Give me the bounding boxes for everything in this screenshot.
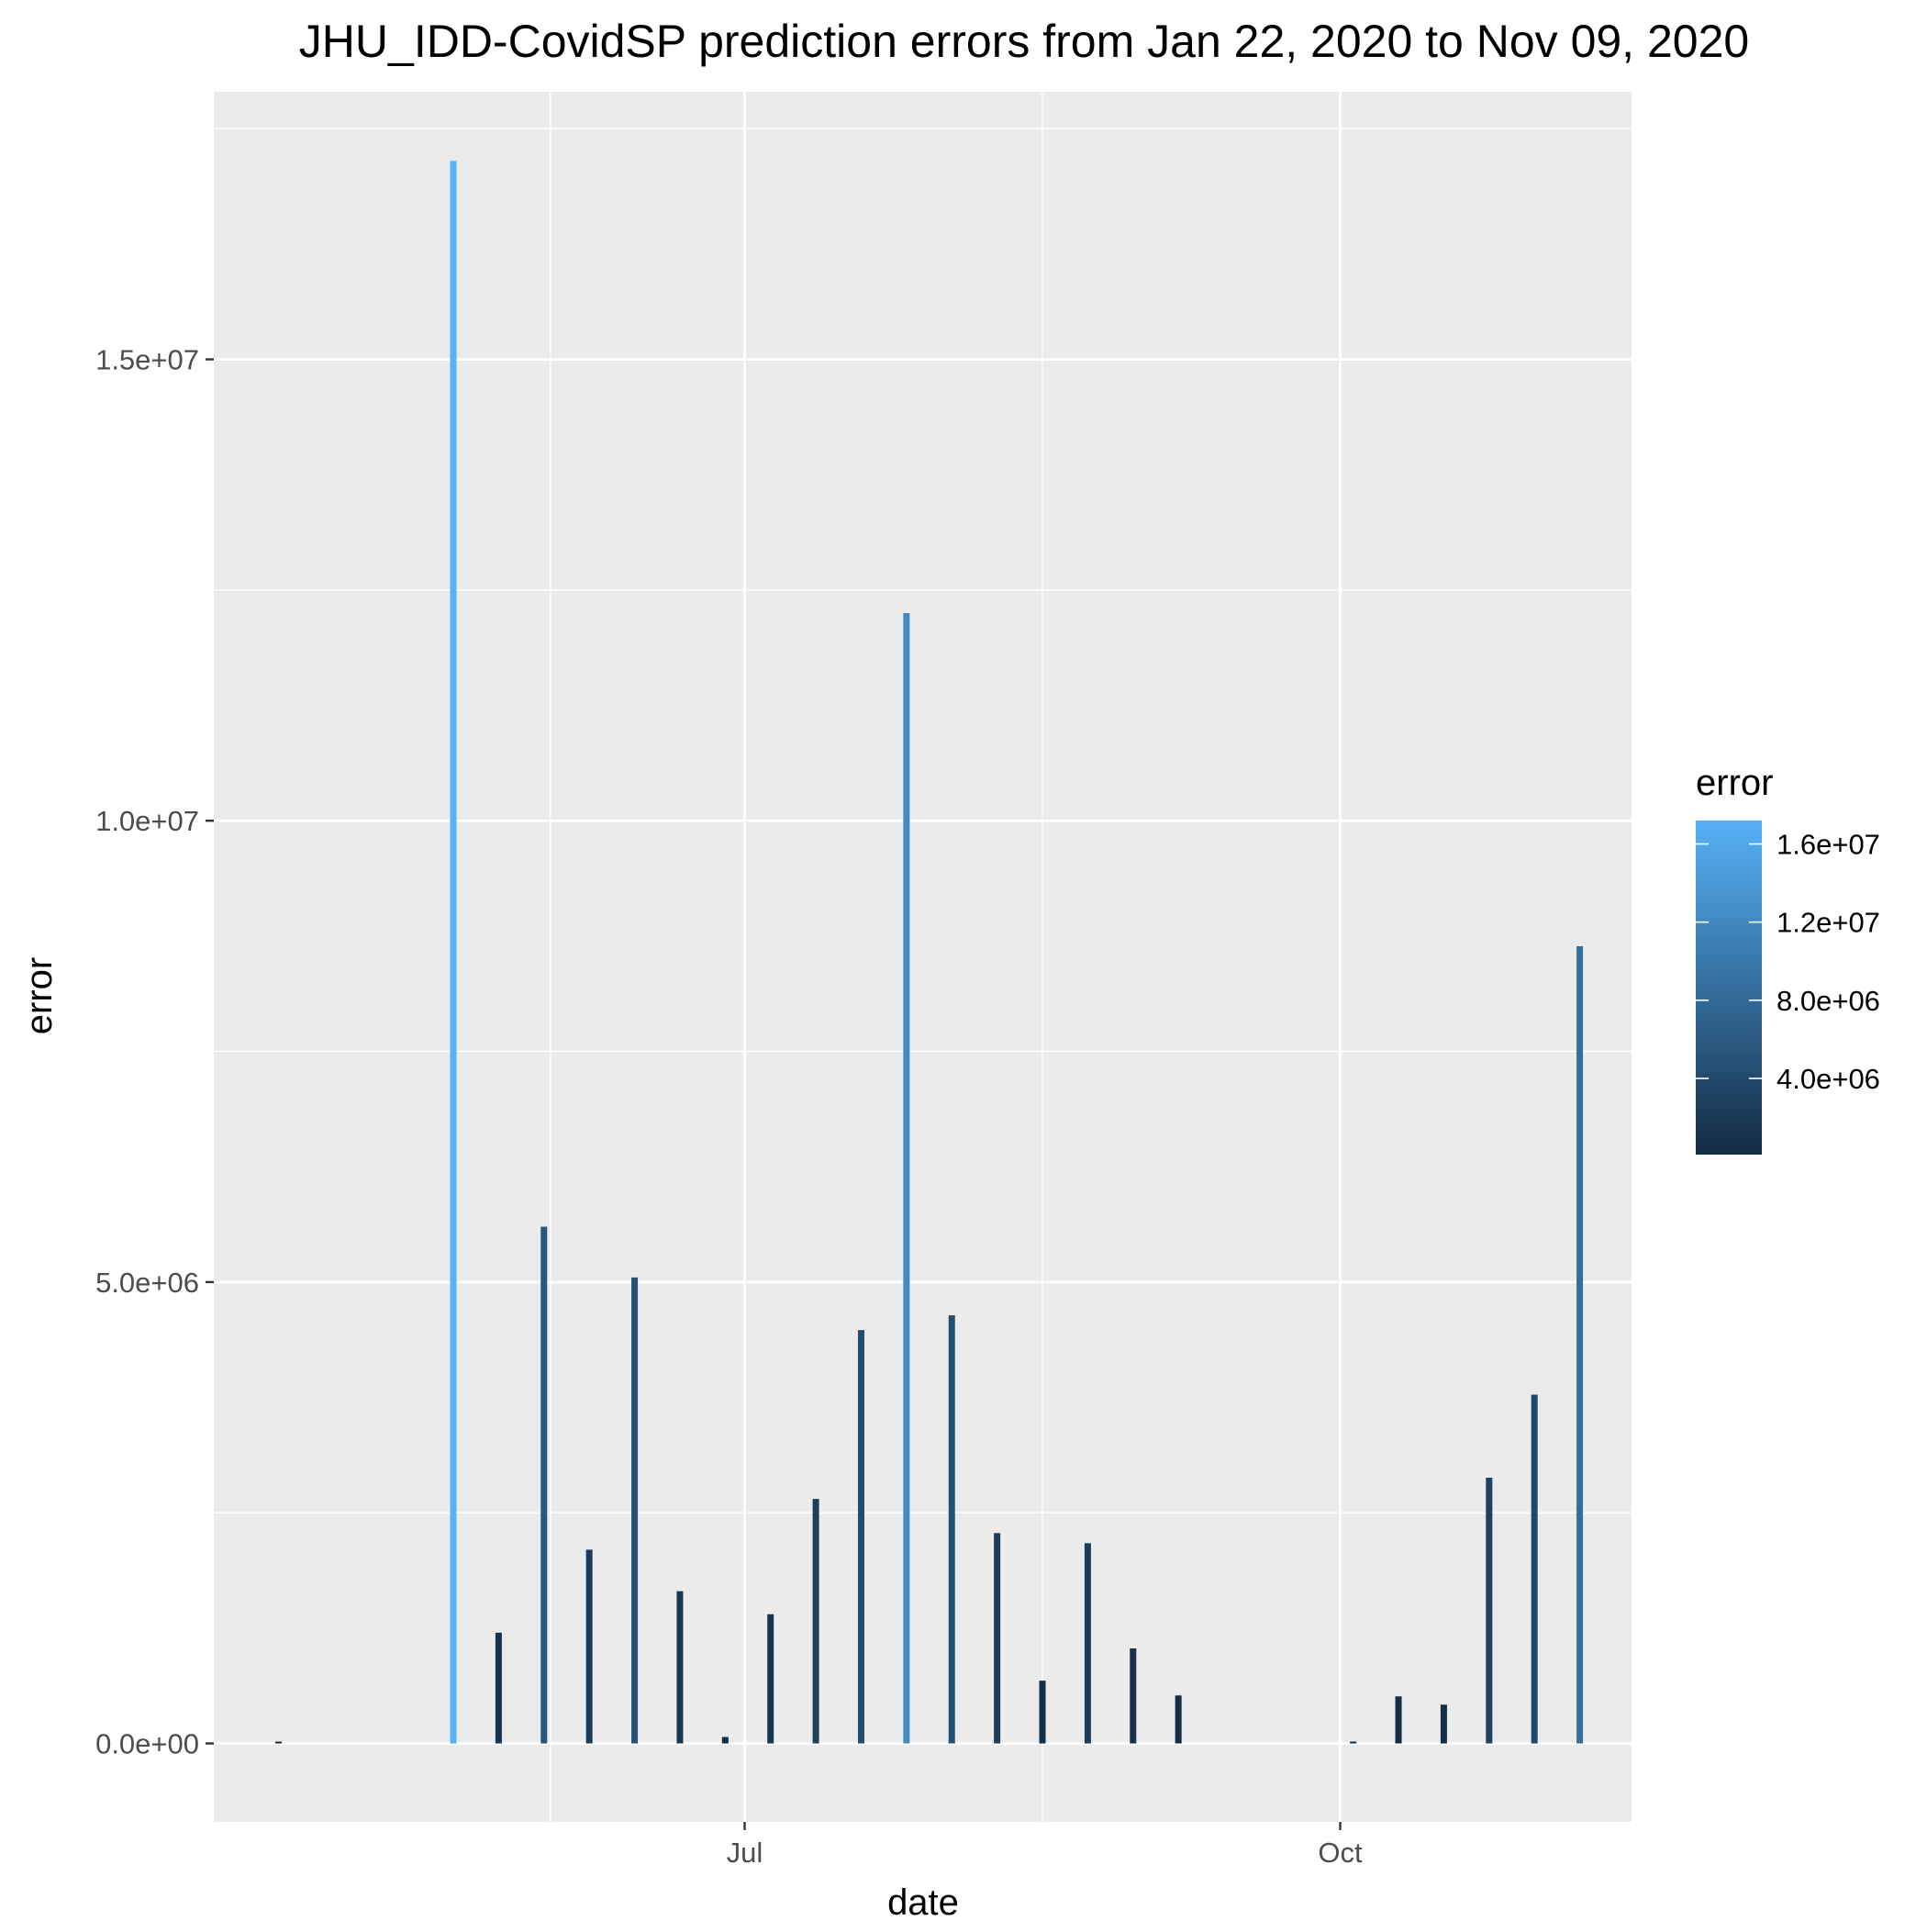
x-tick-label: Jul bbox=[727, 1837, 763, 1869]
bar bbox=[1175, 1695, 1182, 1744]
legend-title: error bbox=[1696, 763, 1773, 803]
bar bbox=[1486, 1478, 1493, 1744]
bar bbox=[676, 1591, 684, 1744]
y-tick-label: 1.5e+07 bbox=[95, 344, 199, 376]
y-axis: 0.0e+00 5.0e+06 1.0e+07 1.5e+07 bbox=[95, 344, 214, 1760]
y-axis-title: error bbox=[19, 957, 60, 1034]
x-axis: Jul Oct bbox=[727, 1822, 1363, 1869]
bar bbox=[540, 1226, 548, 1744]
legend-ticks: 1.6e+07 1.2e+07 8.0e+06 4.0e+06 bbox=[1696, 829, 1880, 1095]
bar bbox=[857, 1330, 864, 1744]
bar bbox=[948, 1315, 955, 1744]
bar bbox=[495, 1632, 502, 1744]
bar bbox=[903, 613, 910, 1744]
minor-gridlines bbox=[214, 92, 1632, 1822]
x-tick-label: Oct bbox=[1318, 1837, 1363, 1869]
legend-label: 8.0e+06 bbox=[1777, 985, 1880, 1017]
legend: error 1.6e+07 1.2e+07 8.0e+06 4.0e+06 bbox=[1696, 763, 1880, 1155]
bar bbox=[767, 1614, 774, 1744]
legend-label: 1.2e+07 bbox=[1777, 907, 1880, 939]
bar bbox=[1130, 1647, 1137, 1744]
legend-label: 4.0e+06 bbox=[1777, 1063, 1880, 1095]
bar bbox=[631, 1277, 639, 1744]
bar bbox=[1531, 1394, 1538, 1744]
legend-label: 1.6e+07 bbox=[1777, 829, 1880, 861]
plot-panel bbox=[214, 92, 1632, 1822]
bar bbox=[812, 1499, 819, 1744]
bars bbox=[275, 161, 1584, 1744]
y-tick-label: 5.0e+06 bbox=[95, 1267, 199, 1299]
bar bbox=[585, 1549, 593, 1744]
legend-color-bar bbox=[1696, 821, 1762, 1155]
x-axis-title: date bbox=[887, 1882, 959, 1923]
bar bbox=[1039, 1681, 1046, 1744]
bar bbox=[450, 161, 457, 1744]
y-tick-label: 0.0e+00 bbox=[95, 1728, 199, 1760]
y-tick-label: 1.0e+07 bbox=[95, 805, 199, 837]
bar bbox=[1350, 1741, 1357, 1744]
bar bbox=[994, 1533, 1001, 1744]
bar bbox=[1440, 1704, 1447, 1744]
major-gridlines bbox=[214, 92, 1632, 1822]
bar bbox=[721, 1737, 729, 1744]
bar bbox=[1576, 945, 1584, 1744]
chart-title: JHU_IDD-CovidSP prediction errors from J… bbox=[299, 16, 1749, 67]
bar bbox=[275, 1741, 283, 1744]
bar bbox=[1084, 1543, 1091, 1744]
bar bbox=[1395, 1696, 1402, 1744]
